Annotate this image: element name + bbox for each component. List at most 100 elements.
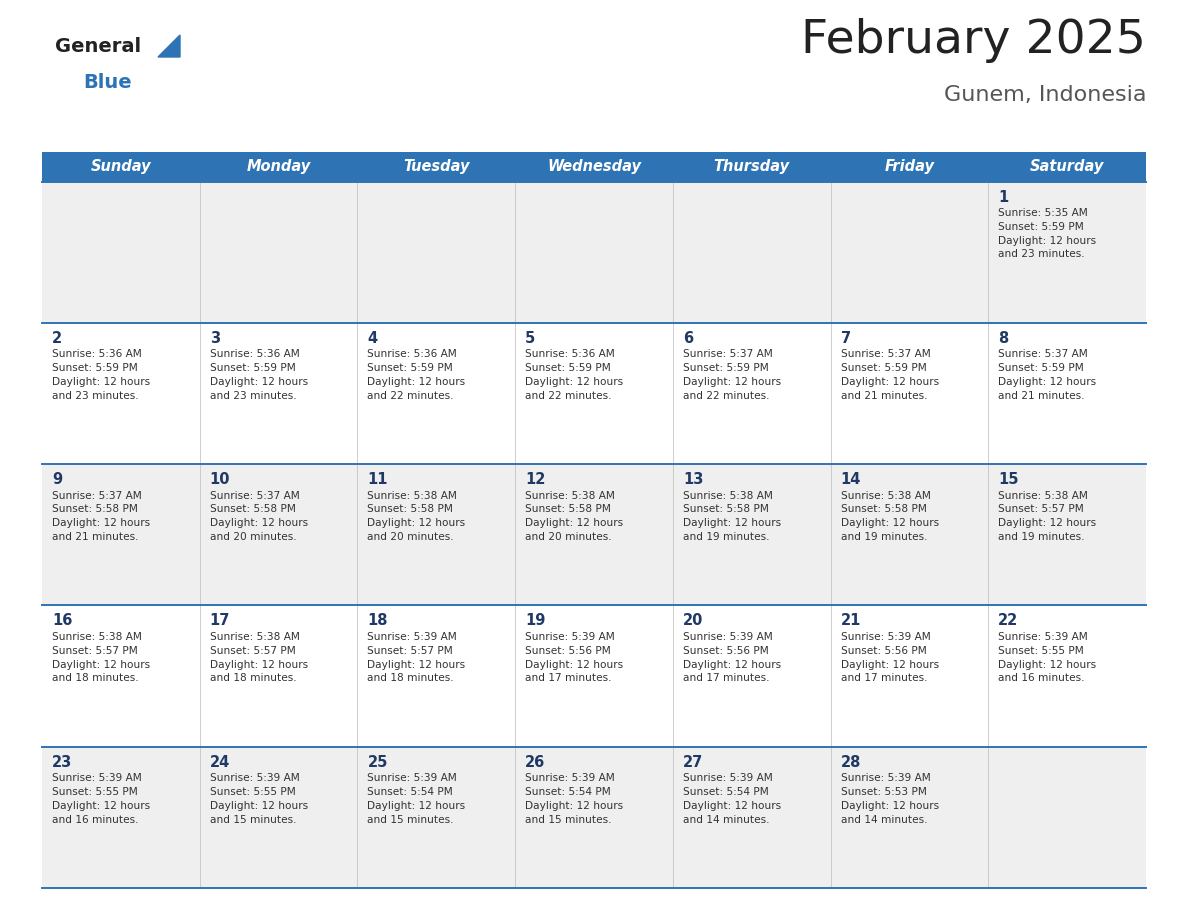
Text: and 17 minutes.: and 17 minutes. [841, 673, 927, 683]
Text: Sunrise: 5:35 AM: Sunrise: 5:35 AM [998, 208, 1088, 218]
Text: Sunset: 5:58 PM: Sunset: 5:58 PM [841, 504, 927, 514]
Text: Sunrise: 5:39 AM: Sunrise: 5:39 AM [841, 773, 930, 783]
Text: Sunset: 5:53 PM: Sunset: 5:53 PM [841, 787, 927, 797]
Text: Friday: Friday [884, 159, 935, 174]
Text: Daylight: 12 hours: Daylight: 12 hours [683, 800, 781, 811]
Text: Tuesday: Tuesday [403, 159, 469, 174]
Text: Sunset: 5:59 PM: Sunset: 5:59 PM [210, 364, 296, 373]
Text: Daylight: 12 hours: Daylight: 12 hours [998, 659, 1097, 669]
Text: Sunrise: 5:38 AM: Sunrise: 5:38 AM [998, 490, 1088, 500]
Text: 19: 19 [525, 613, 545, 629]
Text: 9: 9 [52, 472, 62, 487]
Bar [42, 746, 1146, 888]
Text: Daylight: 12 hours: Daylight: 12 hours [52, 377, 150, 386]
Text: Daylight: 12 hours: Daylight: 12 hours [525, 518, 624, 528]
Text: and 19 minutes.: and 19 minutes. [841, 532, 927, 542]
Text: Daylight: 12 hours: Daylight: 12 hours [210, 377, 308, 386]
Text: Sunset: 5:55 PM: Sunset: 5:55 PM [52, 787, 138, 797]
Text: and 17 minutes.: and 17 minutes. [683, 673, 770, 683]
Text: and 23 minutes.: and 23 minutes. [998, 250, 1085, 260]
Bar [42, 182, 1146, 323]
Text: Daylight: 12 hours: Daylight: 12 hours [52, 659, 150, 669]
Text: Sunset: 5:56 PM: Sunset: 5:56 PM [683, 645, 769, 655]
Text: and 15 minutes.: and 15 minutes. [525, 814, 612, 824]
Text: Daylight: 12 hours: Daylight: 12 hours [998, 518, 1097, 528]
Text: and 17 minutes.: and 17 minutes. [525, 673, 612, 683]
Text: and 18 minutes.: and 18 minutes. [367, 673, 454, 683]
Text: and 21 minutes.: and 21 minutes. [841, 391, 927, 400]
Bar [42, 152, 1146, 182]
Text: and 16 minutes.: and 16 minutes. [998, 673, 1085, 683]
Text: Daylight: 12 hours: Daylight: 12 hours [367, 518, 466, 528]
Text: Daylight: 12 hours: Daylight: 12 hours [841, 377, 939, 386]
Text: Sunrise: 5:39 AM: Sunrise: 5:39 AM [998, 632, 1088, 642]
Text: 2: 2 [52, 330, 62, 346]
Text: Sunset: 5:59 PM: Sunset: 5:59 PM [525, 364, 611, 373]
Text: 20: 20 [683, 613, 703, 629]
Text: and 18 minutes.: and 18 minutes. [210, 673, 296, 683]
Text: and 22 minutes.: and 22 minutes. [367, 391, 454, 400]
Text: Daylight: 12 hours: Daylight: 12 hours [525, 659, 624, 669]
Text: and 20 minutes.: and 20 minutes. [367, 532, 454, 542]
Text: Sunset: 5:57 PM: Sunset: 5:57 PM [998, 504, 1083, 514]
Text: Sunrise: 5:38 AM: Sunrise: 5:38 AM [367, 490, 457, 500]
Text: Sunrise: 5:37 AM: Sunrise: 5:37 AM [841, 350, 930, 359]
Text: Sunset: 5:59 PM: Sunset: 5:59 PM [998, 222, 1083, 232]
Text: Sunset: 5:58 PM: Sunset: 5:58 PM [52, 504, 138, 514]
Text: Daylight: 12 hours: Daylight: 12 hours [52, 518, 150, 528]
Text: 10: 10 [210, 472, 230, 487]
Text: and 21 minutes.: and 21 minutes. [52, 532, 139, 542]
Text: Saturday: Saturday [1030, 159, 1105, 174]
Text: Sunrise: 5:39 AM: Sunrise: 5:39 AM [525, 632, 615, 642]
Text: 11: 11 [367, 472, 388, 487]
Text: 8: 8 [998, 330, 1009, 346]
Text: and 20 minutes.: and 20 minutes. [525, 532, 612, 542]
Text: 12: 12 [525, 472, 545, 487]
Text: and 15 minutes.: and 15 minutes. [367, 814, 454, 824]
Text: Sunset: 5:56 PM: Sunset: 5:56 PM [841, 645, 927, 655]
Text: and 21 minutes.: and 21 minutes. [998, 391, 1085, 400]
Text: Sunrise: 5:38 AM: Sunrise: 5:38 AM [210, 632, 299, 642]
Text: 4: 4 [367, 330, 378, 346]
Text: Daylight: 12 hours: Daylight: 12 hours [841, 518, 939, 528]
Text: Sunset: 5:58 PM: Sunset: 5:58 PM [210, 504, 296, 514]
Text: General: General [55, 37, 141, 56]
Text: Daylight: 12 hours: Daylight: 12 hours [998, 377, 1097, 386]
Text: Sunset: 5:56 PM: Sunset: 5:56 PM [525, 645, 611, 655]
Text: Sunrise: 5:39 AM: Sunrise: 5:39 AM [841, 632, 930, 642]
Text: 15: 15 [998, 472, 1019, 487]
Text: and 16 minutes.: and 16 minutes. [52, 814, 139, 824]
Text: and 18 minutes.: and 18 minutes. [52, 673, 139, 683]
Text: and 23 minutes.: and 23 minutes. [210, 391, 296, 400]
Text: Sunrise: 5:38 AM: Sunrise: 5:38 AM [52, 632, 141, 642]
Text: Sunset: 5:55 PM: Sunset: 5:55 PM [998, 645, 1083, 655]
Text: and 15 minutes.: and 15 minutes. [210, 814, 296, 824]
Text: 17: 17 [210, 613, 230, 629]
Text: 28: 28 [841, 755, 861, 769]
Bar [42, 323, 1146, 465]
Text: 21: 21 [841, 613, 861, 629]
Text: 5: 5 [525, 330, 536, 346]
Text: Sunrise: 5:39 AM: Sunrise: 5:39 AM [683, 773, 772, 783]
Text: Daylight: 12 hours: Daylight: 12 hours [367, 377, 466, 386]
Text: Sunset: 5:54 PM: Sunset: 5:54 PM [367, 787, 453, 797]
Text: Wednesday: Wednesday [546, 159, 642, 174]
Bar [42, 605, 1146, 746]
Text: Sunset: 5:57 PM: Sunset: 5:57 PM [52, 645, 138, 655]
Text: Daylight: 12 hours: Daylight: 12 hours [525, 377, 624, 386]
Text: 24: 24 [210, 755, 230, 769]
Text: and 19 minutes.: and 19 minutes. [998, 532, 1085, 542]
Text: 26: 26 [525, 755, 545, 769]
Text: Daylight: 12 hours: Daylight: 12 hours [52, 800, 150, 811]
Text: 14: 14 [841, 472, 861, 487]
Text: Daylight: 12 hours: Daylight: 12 hours [683, 518, 781, 528]
Text: and 20 minutes.: and 20 minutes. [210, 532, 296, 542]
Bar [42, 465, 1146, 605]
Text: 16: 16 [52, 613, 72, 629]
Text: Sunset: 5:59 PM: Sunset: 5:59 PM [998, 364, 1083, 373]
Text: Monday: Monday [246, 159, 311, 174]
Text: February 2025: February 2025 [801, 18, 1146, 63]
Text: Daylight: 12 hours: Daylight: 12 hours [525, 800, 624, 811]
Text: Sunrise: 5:38 AM: Sunrise: 5:38 AM [683, 490, 772, 500]
Text: Daylight: 12 hours: Daylight: 12 hours [841, 800, 939, 811]
